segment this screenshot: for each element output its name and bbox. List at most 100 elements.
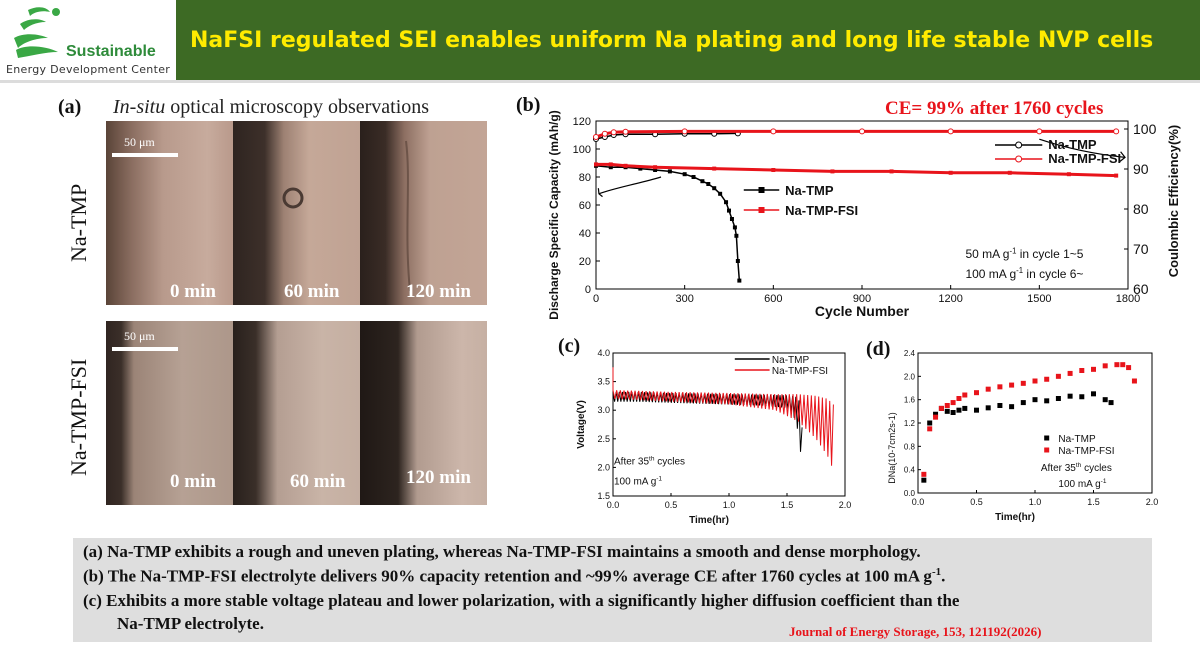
- y-tick-label: 1.5: [597, 491, 610, 501]
- panel-c-label: (c): [558, 335, 581, 357]
- data-point-Na-TMP-FSI: [950, 400, 956, 406]
- summary-line-b: (b) The Na-TMP-FSI electrolyte delivers …: [83, 566, 945, 587]
- panel-b-label: (b): [516, 94, 541, 116]
- panel-d-label: (d): [866, 338, 891, 360]
- x-tick-label: 600: [764, 293, 782, 305]
- journal-reference: Journal of Energy Storage, 153, 121192(2…: [789, 624, 1042, 639]
- data-point-Na-TMP: [962, 405, 968, 411]
- annotation-rate: 100 mA g-1: [1058, 478, 1106, 490]
- data-point: [700, 179, 705, 184]
- title-bar: NaFSI regulated SEI enables uniform Na p…: [176, 0, 1200, 80]
- chart-c-voltage: 0.0 0.5 1.0 1.5 2.0 1.5 2.0 2.5 3.0 3.5 4.0 Time(hr…: [576, 348, 851, 526]
- legend-label: Na-TMP-FSI: [772, 366, 828, 377]
- x-tick-label: 1.5: [1087, 497, 1100, 507]
- data-point-Na-TMP-FSI: [1044, 376, 1050, 382]
- x-axis-label: Cycle Number: [815, 303, 910, 319]
- data-point: [667, 169, 672, 174]
- data-point: [735, 259, 740, 263]
- data-point-Na-TMP: [974, 407, 979, 413]
- scale-label: 50 μm: [124, 135, 155, 149]
- summary-line-b-end: .: [941, 566, 946, 586]
- scale-bar: [112, 153, 178, 157]
- x-tick-label: 0.0: [912, 497, 925, 507]
- x-tick-label: 0.0: [607, 500, 620, 510]
- y-tick-label: 0.4: [904, 466, 916, 475]
- y-axis-label: DNa(10-7cm2s-1): [887, 412, 897, 484]
- legend-label: Na-TMP-FSI: [1058, 446, 1114, 457]
- data-point: [593, 134, 599, 140]
- annotation-cycles: After 35th cycles: [614, 455, 685, 467]
- data-point-Na-TMP: [1044, 398, 1050, 404]
- y-tick-label: 120: [573, 116, 591, 128]
- data-point-Na-TMP-FSI: [1009, 382, 1015, 388]
- data-point-Na-TMP: [956, 407, 962, 413]
- data-point: [830, 169, 835, 174]
- time-label: 120 min: [406, 281, 471, 302]
- data-point: [682, 172, 687, 177]
- legend-capacity-label: Na-TMP-FSI: [785, 203, 858, 218]
- legend-capacity-label: Na-TMP: [785, 183, 834, 198]
- time-label: 0 min: [170, 281, 216, 302]
- y-tick-label: 60: [579, 200, 591, 212]
- annotation-rate: 100 mA g-1: [614, 476, 662, 488]
- x-tick-label: 1800: [1116, 293, 1140, 305]
- data-point-Na-TMP-FSI: [1131, 378, 1137, 384]
- data-point: [691, 175, 696, 179]
- legend-marker: [1015, 141, 1023, 149]
- ce-note: CE= 99% after 1760 cycles: [885, 98, 1104, 119]
- y-tick-label: 2.4: [904, 349, 916, 358]
- data-point: [947, 128, 954, 135]
- legend-marker: [1015, 155, 1023, 163]
- header-divider: [0, 80, 1200, 83]
- data-point-Na-TMP: [933, 411, 939, 417]
- data-point: [732, 225, 737, 230]
- data-point-Na-TMP: [927, 420, 933, 426]
- legend-marker: [758, 207, 765, 213]
- data-point-Na-TMP: [985, 405, 991, 411]
- y2-tick-label: 100: [1133, 121, 1157, 137]
- data-point: [653, 168, 658, 172]
- data-point-Na-TMP-FSI: [985, 386, 991, 392]
- summary-line-c: (c) Exhibits a more stable voltage plate…: [83, 591, 960, 610]
- data-point-Na-TMP-FSI: [921, 471, 927, 477]
- data-point: [712, 166, 717, 171]
- data-point-Na-TMP: [1055, 396, 1061, 401]
- x-tick-label: 300: [675, 293, 693, 305]
- series-line-Na-TMP-FSI: [612, 367, 834, 466]
- logo-mark-icon: [14, 7, 60, 58]
- data-point-Na-TMP: [950, 410, 956, 415]
- header: Sustainable Energy Development Center Na…: [0, 0, 1200, 80]
- x-tick-label: 2.0: [1146, 497, 1159, 507]
- y-tick-label: 2.5: [597, 434, 610, 444]
- data-point: [718, 191, 723, 196]
- scale-bar: [112, 347, 178, 351]
- x-axis-label: Time(hr): [689, 515, 729, 526]
- chart-b-cycling: 0 300 600 900 1200 1500 1800 0 20 40 60 80 100 120 60 7…: [547, 110, 1181, 319]
- annotation-rate-1: 50 mA g-1 in cycle 1~5: [965, 246, 1083, 261]
- micrograph-row-na-tmp-fsi: 50 μm 0 min 60 min 120 min: [106, 321, 487, 505]
- data-point: [734, 233, 739, 238]
- time-label: 60 min: [284, 281, 340, 302]
- data-point-Na-TMP: [921, 477, 927, 483]
- row-label-na-tmp-fsi: Na-TMP-FSI: [66, 358, 91, 476]
- data-point: [653, 165, 658, 170]
- y-tick-label: 3.5: [597, 377, 610, 387]
- micrograph-na-tmp-fsi-120min: [360, 321, 487, 505]
- y-tick-label: 0.8: [904, 442, 916, 451]
- logo: Sustainable Energy Development Center: [0, 0, 176, 80]
- data-point: [727, 208, 731, 213]
- micrograph-na-tmp-0min: [106, 121, 233, 305]
- x-tick-label: 1.0: [723, 500, 736, 510]
- data-point: [594, 162, 598, 167]
- data-point: [712, 186, 717, 191]
- data-point-Na-TMP-FSI: [1126, 365, 1132, 371]
- data-point: [610, 129, 617, 136]
- data-point: [706, 182, 711, 186]
- y2-tick-label: 90: [1133, 161, 1149, 177]
- data-point-Na-TMP-FSI: [956, 396, 962, 401]
- y-tick-label: 40: [579, 228, 591, 240]
- y-tick-label: 100: [573, 144, 591, 156]
- data-point-Na-TMP-FSI: [997, 384, 1003, 390]
- data-point-Na-TMP-FSI: [933, 414, 939, 420]
- data-point: [1114, 173, 1119, 178]
